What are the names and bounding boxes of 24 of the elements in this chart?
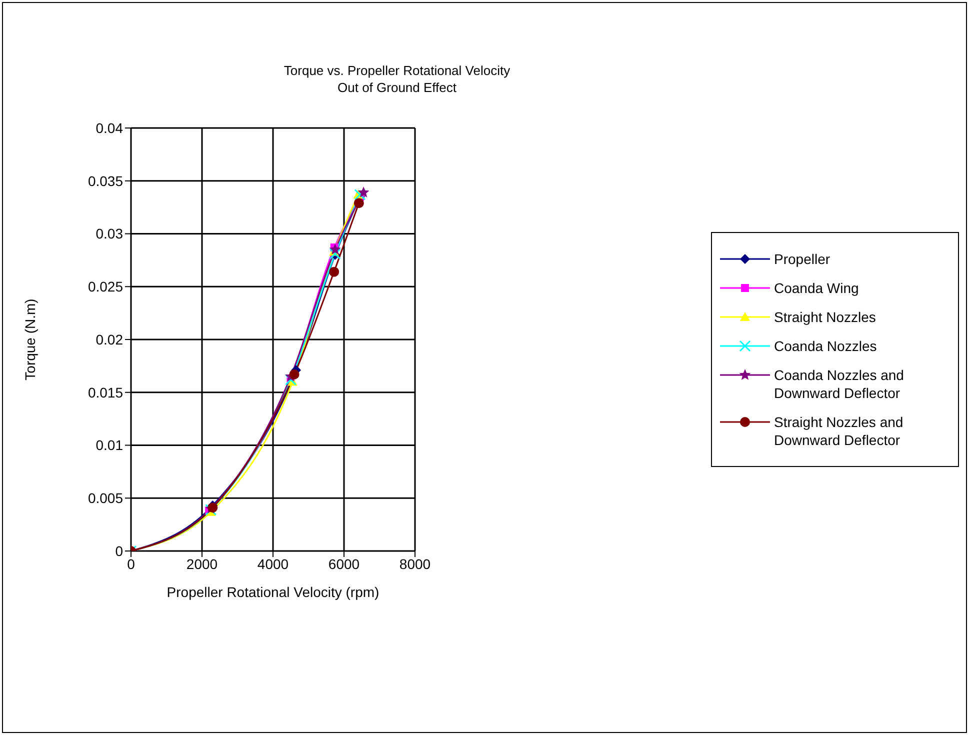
legend-label: Coanda Wing [774,279,859,297]
x-tick-label: 6000 [328,556,360,572]
legend-label: Straight Nozzles [774,308,876,326]
y-tick-label: 0.005 [88,490,124,506]
y-tick-label: 0 [115,542,124,559]
x-tick-label: 8000 [399,556,431,572]
y-tick-label: 0.02 [96,331,124,348]
y-tick-label: 0.015 [88,384,124,400]
y-axis-title: Torque (N.m) [22,298,38,380]
x-tick-label: 0 [127,556,136,572]
chart-subtitle: Out of Ground Effect [336,79,458,96]
x-tick-label: 4000 [257,556,289,572]
legend-label: Propeller [774,250,830,268]
legend-label: Straight Nozzles and Downward Deflector [774,413,904,449]
chart-title: Torque vs. Propeller Rotational Velocity [282,62,512,79]
y-tick-label: 0.025 [88,278,124,295]
y-tick-label: 0.035 [88,172,124,189]
y-tick-label: 0.01 [96,437,124,454]
x-tick-label: 2000 [186,556,218,572]
y-tick-label: 0.04 [96,120,124,136]
legend-label: Coanda Nozzles [774,337,877,355]
y-tick-label: 0.03 [96,226,124,242]
x-axis-title: Propeller Rotational Velocity (rpm) [166,584,380,600]
legend-label: Coanda Nozzles and Downward Deflector [774,366,905,402]
